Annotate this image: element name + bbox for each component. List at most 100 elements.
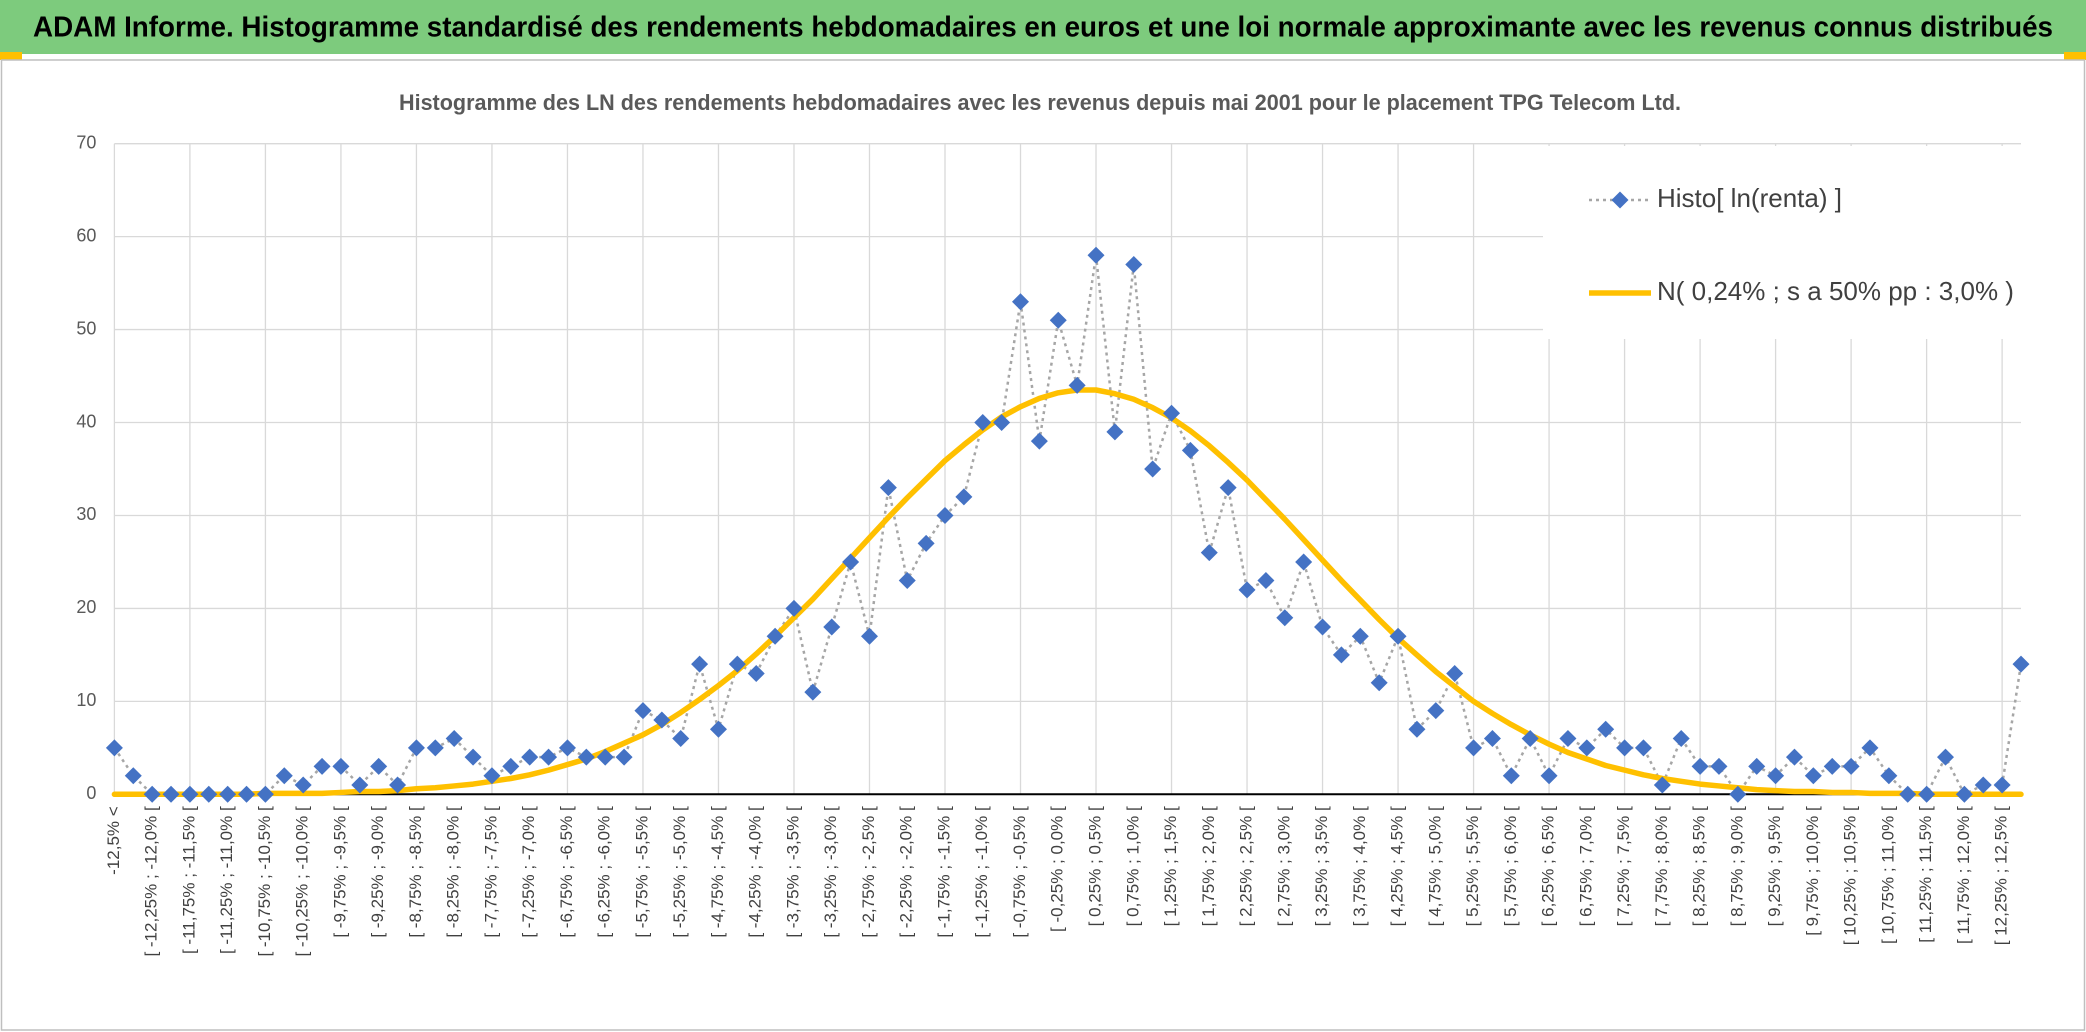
data-point (1276, 609, 1294, 627)
x-tick-label: [ 3,75% ; 4,0% [ (1350, 806, 1369, 926)
x-tick-label: [ -4,75% ; -4,5% [ (708, 806, 727, 938)
legend: Histo[ ln(renta) ] N( 0,24% ; s a 50% pp … (1543, 146, 2022, 339)
data-point (1106, 423, 1124, 441)
data-point (1767, 767, 1785, 785)
x-tick-label: [ 6,75% ; 7,0% [ (1576, 806, 1595, 926)
x-tick-label: [ 12,25% ; 12,5% [ (1992, 806, 2011, 945)
data-point (389, 776, 407, 794)
x-tick-label: [ 10,75% ; 11,0% [ (1878, 806, 1897, 944)
x-tick-label: [ 10,25% ; 10,5% [ (1841, 806, 1860, 945)
y-tick-label: 50 (76, 318, 96, 338)
data-point (1012, 293, 1030, 311)
data-point (1163, 404, 1181, 422)
x-tick-label: [ -1,25% ; -1,0% [ (972, 806, 991, 938)
x-tick-label: [ 0,25% ; 0,5% [ (1086, 806, 1105, 926)
corner-tab (2064, 52, 2086, 60)
data-point (1804, 767, 1822, 785)
data-point (1181, 441, 1199, 459)
legend-marker (1611, 191, 1629, 209)
x-tick-label: [ 0,75% ; 1,0% [ (1123, 806, 1142, 926)
data-point (1427, 702, 1445, 720)
y-tick-label: 70 (76, 132, 96, 152)
x-tick-label: [ -12,25% ; -12,0% [ (142, 806, 161, 957)
x-tick-label: [ -2,75% ; -2,5% [ (859, 806, 878, 938)
y-tick-label: 40 (76, 411, 96, 431)
data-point (1823, 757, 1841, 775)
x-tick-label: [ -10,75% ; -10,5% [ (255, 806, 274, 957)
data-point (445, 730, 463, 748)
data-point (1370, 674, 1388, 692)
x-tick-label: [ 7,75% ; 8,0% [ (1652, 806, 1671, 926)
data-point (785, 599, 803, 617)
x-tick-label: [ -8,75% ; -8,5% [ (406, 806, 425, 938)
data-point (1955, 785, 1973, 803)
data-point (1144, 460, 1162, 478)
data-point (1502, 767, 1520, 785)
data-point (1559, 730, 1577, 748)
data-point (1219, 479, 1237, 497)
data-point (2012, 655, 2030, 673)
data-point (955, 488, 973, 506)
x-tick-label: [ 5,75% ; 6,0% [ (1501, 806, 1520, 926)
data-point (1597, 720, 1615, 738)
x-tick-label: [ -9,25% ; -9,0% [ (368, 806, 387, 938)
x-tick-label: [ -10,25% ; -10,0% [ (293, 806, 312, 957)
x-tick-label: [ -3,25% ; -3,0% [ (821, 806, 840, 938)
y-tick-label: 30 (76, 504, 96, 524)
data-point (823, 618, 841, 636)
data-point (1748, 757, 1766, 775)
y-tick-label: 0 (86, 783, 96, 803)
data-point (1446, 664, 1464, 682)
data-point (181, 785, 199, 803)
data-point (1993, 776, 2011, 794)
data-point (464, 748, 482, 766)
data-point (1578, 739, 1596, 757)
data-point (1068, 376, 1086, 394)
data-point (521, 748, 539, 766)
data-point (728, 655, 746, 673)
data-point (105, 739, 123, 757)
data-point (860, 627, 878, 645)
data-point (672, 730, 690, 748)
data-point (483, 767, 501, 785)
data-point (313, 757, 331, 775)
x-tick-label: [ -1,75% ; -1,5% [ (934, 806, 953, 938)
y-tick-label: 60 (76, 225, 96, 245)
x-tick-label: [ -11,25% ; -11,0% [ (217, 806, 236, 954)
data-point (842, 553, 860, 571)
x-tick-label: [ -0,25% ; 0,0% [ (1048, 806, 1067, 932)
legend-box (1543, 146, 2022, 339)
data-point (502, 757, 520, 775)
data-point (709, 720, 727, 738)
x-tick-label: [ -6,75% ; -6,5% [ (557, 806, 576, 938)
data-point (1936, 748, 1954, 766)
data-point (747, 664, 765, 682)
data-point (974, 414, 992, 432)
data-point (370, 757, 388, 775)
x-tick-label: [ -2,25% ; -2,0% [ (897, 806, 916, 938)
x-tick-label: [ 11,75% ; 12,0% [ (1954, 806, 1973, 944)
data-point (1653, 776, 1671, 794)
data-point (1672, 730, 1690, 748)
x-tick-label: [ -6,25% ; -6,0% [ (595, 806, 614, 938)
data-point (1314, 618, 1332, 636)
data-point (1634, 739, 1652, 757)
data-point (1710, 757, 1728, 775)
data-point (1295, 553, 1313, 571)
data-point (917, 534, 935, 552)
data-point (1087, 246, 1105, 264)
x-tick-label: [ -5,75% ; -5,5% [ (632, 806, 651, 938)
legend-label: Histo[ ln(renta) ] (1657, 183, 1842, 213)
data-point (407, 739, 425, 757)
x-tick-label: [ 2,25% ; 2,5% [ (1237, 806, 1256, 926)
x-tick-label: [ 5,25% ; 5,5% [ (1463, 806, 1482, 926)
data-point (898, 572, 916, 590)
corner-tab (0, 52, 22, 60)
data-point (1974, 776, 1992, 794)
data-point (332, 757, 350, 775)
x-tick-label: [ 4,25% ; 4,5% [ (1388, 806, 1407, 926)
x-tick-label: [ 4,75% ; 5,0% [ (1425, 806, 1444, 926)
data-point (1408, 720, 1426, 738)
data-point (1049, 311, 1067, 329)
data-point (200, 785, 218, 803)
